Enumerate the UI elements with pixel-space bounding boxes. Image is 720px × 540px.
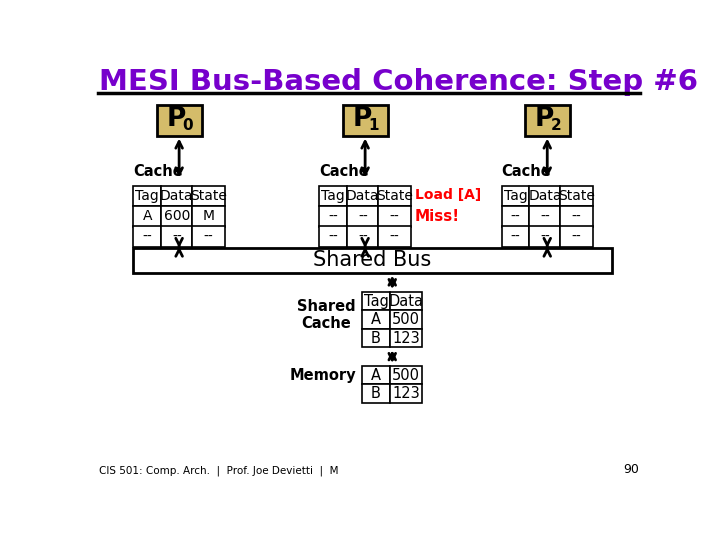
Bar [378,186,411,206]
Bar [320,206,347,226]
Text: 2: 2 [550,118,561,133]
Bar [378,206,411,226]
Text: 123: 123 [392,330,420,346]
Text: Shared Bus: Shared Bus [313,251,431,271]
Text: P: P [534,106,554,132]
Bar [378,226,411,247]
Text: A: A [371,368,381,383]
Text: P: P [166,106,186,132]
Bar [347,226,378,247]
Bar [347,206,378,226]
Bar [390,384,423,403]
Text: Tag: Tag [364,294,388,309]
Text: --: -- [540,210,550,224]
Bar [192,186,225,206]
Bar [560,206,593,226]
Text: M: M [202,210,215,224]
Bar [161,186,192,206]
Text: A: A [143,210,152,224]
Bar [362,366,390,384]
Text: 1: 1 [369,118,379,133]
Text: --: -- [143,230,152,244]
Bar [502,226,529,247]
Bar [502,206,529,226]
Text: Data: Data [346,190,379,204]
Text: 0: 0 [182,118,193,133]
Bar [320,186,347,206]
Bar [390,310,423,329]
Text: MESI Bus-Based Coherence: Step #6: MESI Bus-Based Coherence: Step #6 [99,68,698,96]
Bar [529,226,560,247]
Bar [362,310,390,329]
Text: Data: Data [389,294,423,309]
Text: Data: Data [528,190,562,204]
Text: --: -- [390,230,400,244]
Bar [132,248,611,273]
Bar [343,105,387,136]
Bar [133,206,161,226]
Text: P: P [352,106,372,132]
Text: Cache: Cache [320,164,369,179]
Bar [192,206,225,226]
Text: --: -- [572,230,582,244]
Text: --: -- [204,230,213,244]
Text: Tag: Tag [503,190,527,204]
Text: B: B [371,386,381,401]
Bar [192,226,225,247]
Text: Load [A]: Load [A] [415,188,481,202]
Text: 500: 500 [392,312,420,327]
Text: --: -- [328,230,338,244]
Bar [133,186,161,206]
Text: State: State [376,190,413,204]
Text: --: -- [390,210,400,224]
Bar [529,186,560,206]
Text: --: -- [510,210,521,224]
Bar [390,292,423,310]
Bar [502,186,529,206]
Bar [560,186,593,206]
Bar [157,105,202,136]
Text: 123: 123 [392,386,420,401]
Text: --: -- [572,210,582,224]
Text: A: A [371,312,381,327]
Bar [362,329,390,347]
Text: --: -- [172,230,181,244]
Text: --: -- [358,210,368,224]
Text: Cache: Cache [133,164,183,179]
Text: Cache: Cache [502,164,552,179]
Bar [390,329,423,347]
Bar [529,206,560,226]
Bar [390,366,423,384]
Text: Data: Data [160,190,194,204]
Text: 600: 600 [163,210,190,224]
Bar [161,226,192,247]
Text: State: State [558,190,595,204]
Text: --: -- [358,230,368,244]
Bar [161,206,192,226]
Text: State: State [190,190,227,204]
Text: --: -- [328,210,338,224]
Bar [320,226,347,247]
Text: Miss!: Miss! [415,209,460,224]
Text: --: -- [510,230,521,244]
Bar [362,384,390,403]
Text: 90: 90 [623,463,639,476]
Text: Tag: Tag [321,190,345,204]
Text: --: -- [540,230,550,244]
Bar [347,186,378,206]
Text: B: B [371,330,381,346]
Bar [133,226,161,247]
Text: Tag: Tag [135,190,159,204]
Text: CIS 501: Comp. Arch.  |  Prof. Joe Devietti  |  M: CIS 501: Comp. Arch. | Prof. Joe Deviett… [99,465,339,476]
Bar [362,292,390,310]
Text: Shared
Cache: Shared Cache [297,299,356,331]
Bar [525,105,570,136]
Text: 500: 500 [392,368,420,383]
Text: Memory: Memory [289,368,356,383]
Bar [560,226,593,247]
